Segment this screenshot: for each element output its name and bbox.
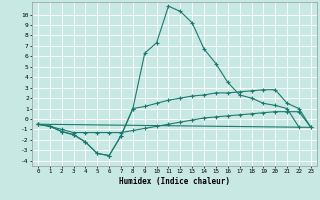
X-axis label: Humidex (Indice chaleur): Humidex (Indice chaleur) bbox=[119, 177, 230, 186]
